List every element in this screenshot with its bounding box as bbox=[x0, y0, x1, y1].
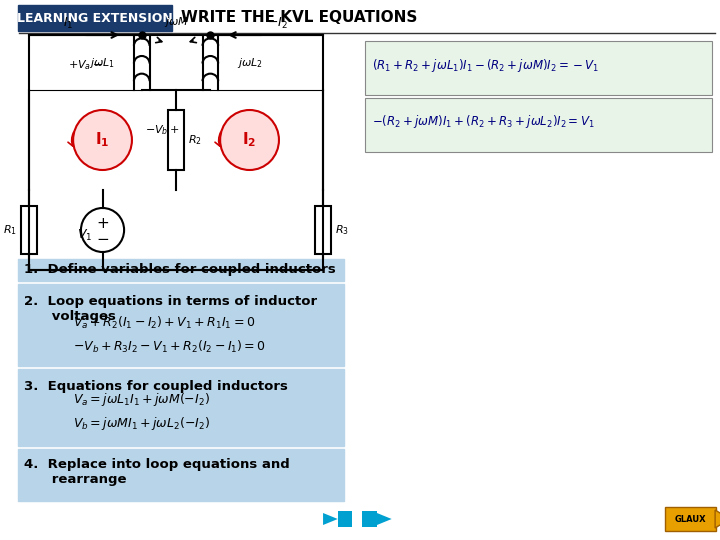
Bar bbox=[21, 206, 37, 254]
Polygon shape bbox=[377, 513, 392, 525]
FancyBboxPatch shape bbox=[338, 511, 353, 527]
FancyBboxPatch shape bbox=[18, 259, 343, 281]
Text: $-V_b+$: $-V_b+$ bbox=[145, 123, 179, 137]
Text: $-V_b + R_3I_2 - V_1 + R_2(I_2 - I_1) = 0$: $-V_b + R_3I_2 - V_1 + R_2(I_2 - I_1) = … bbox=[73, 339, 266, 355]
Circle shape bbox=[220, 110, 279, 170]
Text: $V_a + R_2(I_1 - I_2) + V_1 + R_1I_1 = 0$: $V_a + R_2(I_1 - I_2) + V_1 + R_1I_1 = 0… bbox=[73, 315, 256, 331]
Text: $V_b = j\omega M I_1 + j\omega L_2(-I_2)$: $V_b = j\omega M I_1 + j\omega L_2(-I_2)… bbox=[73, 415, 210, 431]
Text: 1.  Define variables for coupled inductors: 1. Define variables for coupled inductor… bbox=[24, 264, 336, 276]
FancyBboxPatch shape bbox=[665, 507, 716, 531]
Bar bbox=[315, 206, 331, 254]
Text: GLAUX: GLAUX bbox=[675, 515, 706, 523]
Text: $V_a = j\omega L_1 I_1 + j\omega M(-I_2)$: $V_a = j\omega L_1 I_1 + j\omega M(-I_2)… bbox=[73, 392, 210, 408]
Text: 3.  Equations for coupled inductors: 3. Equations for coupled inductors bbox=[24, 380, 288, 393]
Text: $(R_1 + R_2 + j\omega L_1)I_1 - (R_2 + j\omega M)I_2 = -V_1$: $(R_1 + R_2 + j\omega L_1)I_1 - (R_2 + j… bbox=[372, 57, 599, 73]
FancyBboxPatch shape bbox=[365, 98, 712, 152]
Text: $\mathbf{I_1}$: $\mathbf{I_1}$ bbox=[95, 131, 109, 150]
Text: $-$: $-$ bbox=[96, 230, 109, 245]
Text: $j\omega M$: $j\omega M$ bbox=[163, 15, 189, 29]
Text: $-I_2$: $-I_2$ bbox=[266, 16, 287, 31]
Text: $j\omega L_2$: $j\omega L_2$ bbox=[237, 57, 263, 71]
Text: LEARNING EXTENSION: LEARNING EXTENSION bbox=[17, 11, 173, 24]
FancyBboxPatch shape bbox=[18, 5, 172, 31]
Text: $\mathbf{I_2}$: $\mathbf{I_2}$ bbox=[243, 131, 257, 150]
Text: $-(R_2 + j\omega M)I_1 + (R_2 + R_3 + j\omega L_2)I_2 = V_1$: $-(R_2 + j\omega M)I_1 + (R_2 + R_3 + j\… bbox=[372, 113, 595, 131]
FancyBboxPatch shape bbox=[365, 41, 712, 95]
Text: 4.  Replace into loop equations and
      rearrange: 4. Replace into loop equations and rearr… bbox=[24, 458, 290, 486]
Text: +: + bbox=[96, 215, 109, 231]
Text: $R_1$: $R_1$ bbox=[4, 223, 17, 237]
Text: WRITE THE KVL EQUATIONS: WRITE THE KVL EQUATIONS bbox=[181, 10, 418, 25]
Text: $+V_a-$: $+V_a-$ bbox=[68, 58, 102, 72]
Text: $j\omega L_1$: $j\omega L_1$ bbox=[89, 57, 116, 71]
Text: $I_1$: $I_1$ bbox=[63, 16, 73, 31]
FancyBboxPatch shape bbox=[362, 511, 377, 527]
Polygon shape bbox=[323, 513, 338, 525]
Circle shape bbox=[73, 110, 132, 170]
Text: $V_1$: $V_1$ bbox=[77, 227, 93, 242]
Text: 2.  Loop equations in terms of inductor
      voltages: 2. Loop equations in terms of inductor v… bbox=[24, 295, 318, 323]
Text: $R_3$: $R_3$ bbox=[335, 223, 348, 237]
FancyBboxPatch shape bbox=[18, 449, 343, 501]
Polygon shape bbox=[715, 510, 720, 528]
Bar bbox=[168, 110, 184, 170]
Text: $R_2$: $R_2$ bbox=[188, 133, 202, 147]
FancyBboxPatch shape bbox=[18, 369, 343, 446]
FancyBboxPatch shape bbox=[18, 284, 343, 366]
